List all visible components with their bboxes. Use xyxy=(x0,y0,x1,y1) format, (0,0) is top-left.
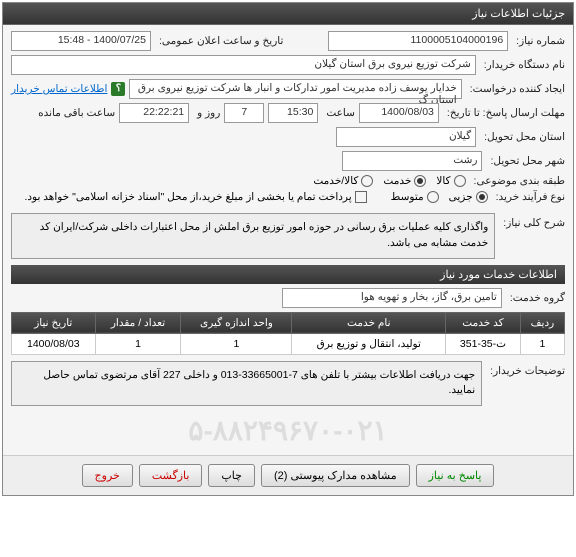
buyer-notes-label: توضیحات خریدار: xyxy=(486,361,565,377)
table-header-row: ردیف کد خدمت نام خدمت واحد اندازه گیری ت… xyxy=(12,312,565,333)
radio-both-label: کالا/خدمت xyxy=(313,175,358,187)
radio-goods-input[interactable] xyxy=(454,175,466,187)
radio-both[interactable]: کالا/خدمت xyxy=(313,175,373,187)
panel-body: شماره نیاز: 1100005104000196 تاریخ و ساع… xyxy=(3,25,573,455)
faded-phone: ٠٢١-٨٨٢۴٩۶٧٠-۵ xyxy=(11,412,565,449)
row-buyer: نام دستگاه خریدار: شرکت توزیع نیروی برق … xyxy=(11,55,565,75)
radio-partial-label: جزیی xyxy=(449,191,473,203)
province-field: گیلان xyxy=(336,127,476,147)
time-label-1: ساعت xyxy=(322,107,355,119)
checkbox-payment[interactable]: پرداخت تمام یا بخشی از مبلغ خرید،از محل … xyxy=(24,191,366,203)
radio-service[interactable]: خدمت xyxy=(383,175,426,187)
radio-service-input[interactable] xyxy=(414,175,426,187)
announce-label: تاریخ و ساعت اعلان عمومی: xyxy=(155,35,283,47)
need-number-field: 1100005104000196 xyxy=(328,31,508,51)
deadline-label: مهلت ارسال پاسخ: تا تاریخ: xyxy=(443,107,565,119)
row-service-group: گروه خدمت: تامین برق، گاز، بخار و تهویه … xyxy=(11,288,565,308)
radio-partial[interactable]: جزیی xyxy=(449,191,488,203)
row-province: استان محل تحویل: گیلان xyxy=(11,127,565,147)
radio-goods-label: کالا xyxy=(436,175,450,187)
td-unit: 1 xyxy=(181,333,292,354)
respond-button[interactable]: پاسخ به نیاز xyxy=(416,464,495,487)
main-panel: جزئیات اطلاعات نیاز شماره نیاز: 11000051… xyxy=(2,2,574,496)
general-desc-box: واگذاری کلیه عملیات برق رسانی در حوزه ام… xyxy=(11,213,495,259)
requester-field: خدایار یوسف زاده مدیریت امور تدارکات و ا… xyxy=(129,79,461,99)
remaining-label: ساعت باقی مانده xyxy=(34,107,115,119)
button-bar: پاسخ به نیاز مشاهده مدارک پیوستی (2) چاپ… xyxy=(3,455,573,495)
buyer-notes-box: جهت دریافت اطلاعات بیشتر با تلفن های 7-3… xyxy=(11,361,482,407)
row-general-desc: شرح کلی نیاز: واگذاری کلیه عملیات برق رس… xyxy=(11,213,565,261)
row-need-number: شماره نیاز: 1100005104000196 تاریخ و ساع… xyxy=(11,31,565,51)
service-group-field: تامین برق، گاز، بخار و تهویه هوا xyxy=(282,288,502,308)
general-desc-label: شرح کلی نیاز: xyxy=(499,213,565,229)
td-date: 1400/08/03 xyxy=(12,333,96,354)
th-qty: تعداد / مقدار xyxy=(95,312,181,333)
row-city: شهر محل تحویل: رشت xyxy=(11,151,565,171)
table-row: 1 ت-35-351 تولید، انتقال و توزیع برق 1 1… xyxy=(12,333,565,354)
row-deadline: مهلت ارسال پاسخ: تا تاریخ: 1400/08/03 سا… xyxy=(11,103,565,123)
payment-note: پرداخت تمام یا بخشی از مبلغ خرید،از محل … xyxy=(24,191,351,203)
info-icon: ؟ xyxy=(111,82,125,96)
deadline-date-field: 1400/08/03 xyxy=(359,103,439,123)
row-buy-type: نوع فرآیند خرید: جزیی متوسط پرداخت تمام … xyxy=(11,191,565,203)
remaining-time-field: 22:22:21 xyxy=(119,103,189,123)
city-label: شهر محل تحویل: xyxy=(486,155,565,167)
subject-radio-group: کالا خدمت کالا/خدمت xyxy=(313,175,465,187)
days-field: 7 xyxy=(224,103,264,123)
buyer-label: نام دستگاه خریدار: xyxy=(480,59,565,71)
th-code: کد خدمت xyxy=(446,312,521,333)
buy-radio-group: جزیی متوسط xyxy=(391,191,488,203)
subject-type-label: طبقه بندی موضوعی: xyxy=(470,175,565,187)
radio-service-label: خدمت xyxy=(383,175,411,187)
radio-medium-input[interactable] xyxy=(427,191,439,203)
radio-goods[interactable]: کالا xyxy=(436,175,465,187)
buyer-field: شرکت توزیع نیروی برق استان گیلان xyxy=(11,55,476,75)
radio-medium-label: متوسط xyxy=(391,191,424,203)
th-date: تاریخ نیاز xyxy=(12,312,96,333)
print-button[interactable]: چاپ xyxy=(208,464,255,487)
panel-title: جزئیات اطلاعات نیاز xyxy=(3,3,573,25)
days-label: روز و xyxy=(193,107,220,119)
exit-button[interactable]: خروج xyxy=(82,464,133,487)
td-qty: 1 xyxy=(95,333,181,354)
announce-field: 1400/07/25 - 15:48 xyxy=(11,31,151,51)
row-subject-type: طبقه بندی موضوعی: کالا خدمت کالا/خدمت xyxy=(11,175,565,187)
service-group-label: گروه خدمت: xyxy=(506,292,565,304)
city-field: رشت xyxy=(342,151,482,171)
deadline-time-field: 15:30 xyxy=(268,103,318,123)
row-requester: ایجاد کننده درخواست: خدایار یوسف زاده مد… xyxy=(11,79,565,99)
checkbox-payment-input[interactable] xyxy=(355,191,367,203)
contact-link[interactable]: اطلاعات تماس خریدار xyxy=(11,83,107,95)
back-button[interactable]: بازگشت xyxy=(139,464,203,487)
buy-type-label: نوع فرآیند خرید: xyxy=(492,191,565,203)
services-table: ردیف کد خدمت نام خدمت واحد اندازه گیری ت… xyxy=(11,312,565,355)
td-name: تولید، انتقال و توزیع برق xyxy=(292,333,446,354)
province-label: استان محل تحویل: xyxy=(480,131,565,143)
radio-medium[interactable]: متوسط xyxy=(391,191,439,203)
th-row: ردیف xyxy=(520,312,564,333)
td-code: ت-35-351 xyxy=(446,333,521,354)
need-number-label: شماره نیاز: xyxy=(512,35,565,47)
radio-partial-input[interactable] xyxy=(476,191,488,203)
row-buyer-notes: توضیحات خریدار: جهت دریافت اطلاعات بیشتر… xyxy=(11,361,565,409)
services-section-header: اطلاعات خدمات مورد نیاز xyxy=(11,265,565,284)
view-docs-button[interactable]: مشاهده مدارک پیوستی (2) xyxy=(261,464,410,487)
radio-both-input[interactable] xyxy=(361,175,373,187)
th-unit: واحد اندازه گیری xyxy=(181,312,292,333)
th-name: نام خدمت xyxy=(292,312,446,333)
td-row: 1 xyxy=(520,333,564,354)
requester-label: ایجاد کننده درخواست: xyxy=(466,83,565,95)
